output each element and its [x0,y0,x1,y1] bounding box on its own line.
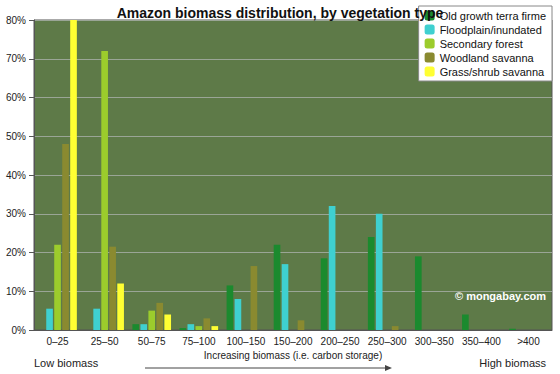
svg-text:Floodplain/inundated: Floodplain/inundated [440,24,542,36]
svg-text:10%: 10% [6,286,26,297]
svg-text:200–250: 200–250 [321,336,360,347]
svg-text:High biomass: High biomass [479,357,546,369]
svg-text:Old growth terra firme: Old growth terra firme [440,10,546,22]
svg-text:20%: 20% [6,247,26,258]
svg-text:Woodland savanna: Woodland savanna [440,52,535,64]
svg-text:250–300: 250–300 [368,336,407,347]
svg-text:Low biomass: Low biomass [34,357,99,369]
svg-text:30%: 30% [6,208,26,219]
svg-text:Amazon biomass distribution, b: Amazon biomass distribution, by vegetati… [117,5,444,21]
svg-text:0–25: 0–25 [46,336,69,347]
svg-text:Increasing biomass (i.e. carbo: Increasing biomass (i.e. carbon storage) [204,350,382,361]
svg-text:>400: >400 [517,336,540,347]
svg-text:© mongabay.com: © mongabay.com [455,290,546,302]
svg-text:100–150: 100–150 [226,336,265,347]
svg-text:80%: 80% [6,15,26,26]
svg-text:50%: 50% [6,131,26,142]
svg-text:Secondary forest: Secondary forest [440,38,523,50]
svg-text:75–100: 75–100 [182,336,216,347]
svg-text:60%: 60% [6,92,26,103]
svg-text:Grass/shrub savanna: Grass/shrub savanna [440,66,545,78]
svg-text:300–350: 300–350 [415,336,454,347]
svg-text:350–400: 350–400 [462,336,501,347]
svg-text:150–200: 150–200 [274,336,313,347]
svg-text:40%: 40% [6,170,26,181]
svg-text:0%: 0% [12,325,27,336]
svg-text:70%: 70% [6,53,26,64]
svg-text:25–50: 25–50 [91,336,119,347]
svg-text:50–75: 50–75 [138,336,166,347]
